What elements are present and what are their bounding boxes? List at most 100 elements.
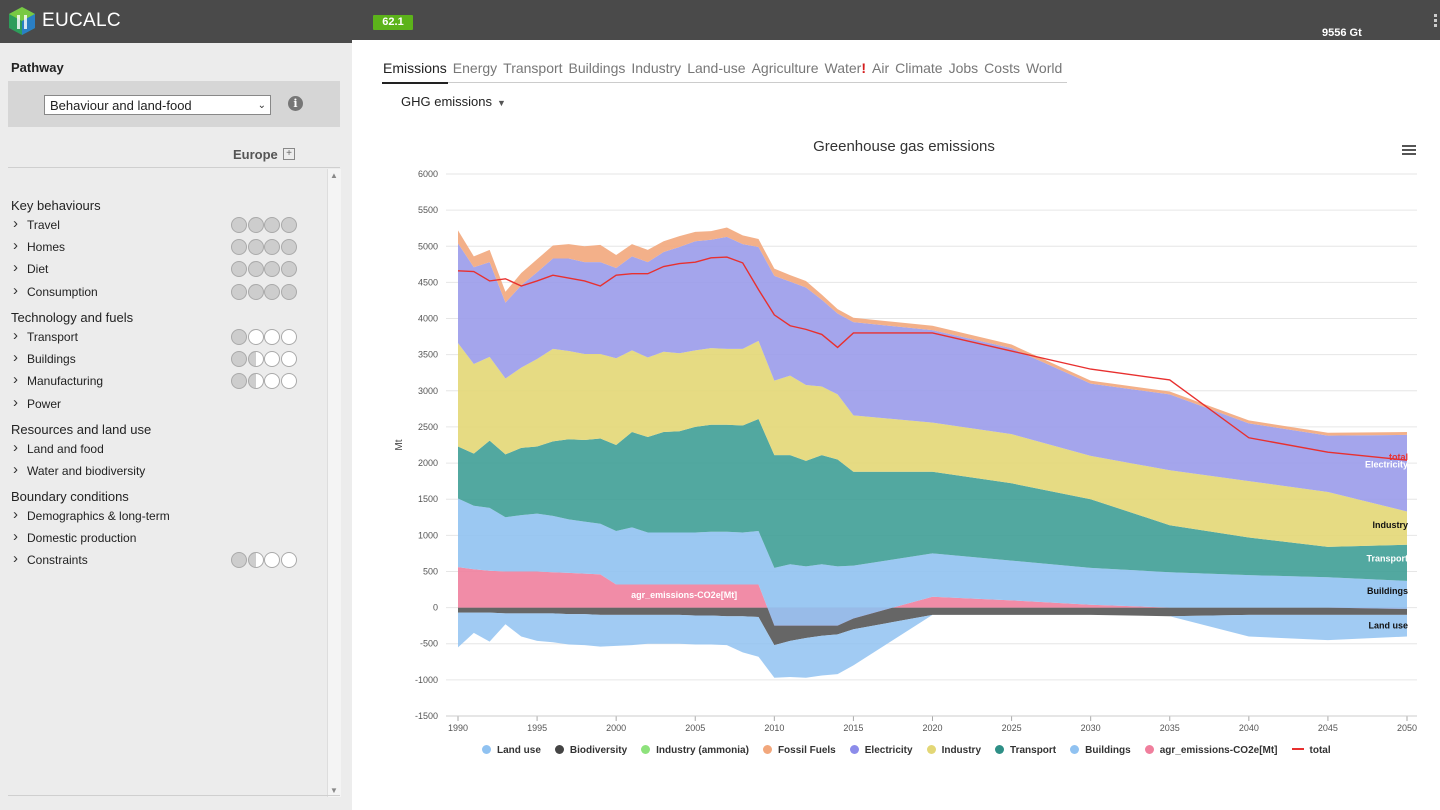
legend-item-buildings[interactable]: Buildings	[1070, 745, 1131, 756]
lever-level-2[interactable]	[247, 351, 264, 368]
tab-transport[interactable]: Transport	[502, 60, 563, 82]
tab-buildings[interactable]: Buildings	[568, 60, 627, 82]
lever-domestic-production[interactable]: › Domestic production	[13, 528, 313, 548]
lever-level-1[interactable]	[231, 217, 247, 233]
lever-demographics-long-term[interactable]: › Demographics & long-term	[13, 506, 313, 526]
tab-world[interactable]: World	[1025, 60, 1063, 82]
tab-energy[interactable]: Energy	[452, 60, 498, 82]
lever-water-and-biodiversity[interactable]: › Water and biodiversity	[13, 461, 313, 481]
legend-item-industry-ammonia[interactable]: Industry (ammonia)	[641, 745, 749, 756]
scroll-down-icon[interactable]: ▼	[330, 786, 338, 795]
legend-item-biodiversity[interactable]: Biodiversity	[554, 745, 627, 756]
lever-level-3[interactable]	[264, 217, 280, 233]
lever-level-selector[interactable]	[231, 261, 301, 279]
area-land-use[interactable]	[458, 612, 1407, 678]
legend-swatch	[1291, 748, 1304, 750]
tab-label: Air	[872, 60, 890, 76]
area-industry[interactable]	[458, 340, 1407, 547]
tab-agriculture[interactable]: Agriculture	[751, 60, 820, 82]
legend-item-land-use[interactable]: Land use	[482, 745, 541, 756]
lever-level-4[interactable]	[280, 217, 297, 233]
lever-level-3[interactable]	[264, 239, 280, 256]
lever-level-2[interactable]	[247, 239, 264, 256]
lever-level-2[interactable]	[247, 373, 264, 390]
lever-level-selector[interactable]	[231, 351, 301, 369]
lever-level-3[interactable]	[264, 283, 280, 300]
sidebar-scrollbar[interactable]: ▲ ▼	[327, 169, 341, 797]
lever-level-2[interactable]	[247, 283, 264, 300]
legend-item-transport[interactable]: Transport	[995, 745, 1056, 756]
lever-level-1[interactable]	[231, 373, 247, 390]
lever-level-3[interactable]	[264, 373, 280, 390]
lever-land-and-food[interactable]: › Land and food	[13, 439, 313, 459]
lever-level-4[interactable]	[280, 552, 297, 569]
lever-level-selector[interactable]	[231, 283, 301, 302]
lever-level-2[interactable]	[247, 217, 264, 233]
lever-level-3[interactable]	[264, 329, 280, 345]
legend-item-agr-emissions-co2e-mt[interactable]: agr_emissions-CO2e[Mt]	[1144, 745, 1278, 756]
x-tick-label: 2030	[1081, 723, 1101, 733]
lever-level-1[interactable]	[231, 283, 247, 300]
lever-homes[interactable]: › Homes	[13, 237, 313, 257]
legend-label: Transport	[1010, 745, 1057, 756]
area-fossil-fuels[interactable]	[458, 227, 1407, 436]
lever-level-4[interactable]	[280, 239, 297, 256]
chart-menu-icon[interactable]	[1402, 145, 1416, 156]
legend-item-electricity[interactable]: Electricity	[849, 745, 913, 756]
lever-travel[interactable]: › Travel	[13, 215, 313, 235]
lever-constraints[interactable]: › Constraints	[13, 550, 313, 570]
lever-level-4[interactable]	[280, 261, 297, 278]
lever-level-3[interactable]	[264, 552, 280, 569]
indicator-dropdown[interactable]: GHG emissions ▼	[401, 94, 506, 109]
lever-consumption[interactable]: › Consumption	[13, 282, 313, 302]
lever-level-3[interactable]	[264, 261, 280, 278]
lever-buildings[interactable]: › Buildings	[13, 349, 313, 369]
tab-emissions[interactable]: Emissions	[382, 60, 448, 84]
lever-level-1[interactable]	[231, 351, 247, 368]
lever-level-4[interactable]	[280, 283, 297, 300]
area-buildings[interactable]	[458, 498, 1407, 626]
line-total[interactable]	[457, 256, 1408, 461]
lever-diet[interactable]: › Diet	[13, 259, 313, 279]
tab-jobs[interactable]: Jobs	[948, 60, 980, 82]
tab-water[interactable]: Water!	[824, 60, 868, 82]
legend-swatch	[554, 745, 564, 754]
lever-manufacturing[interactable]: › Manufacturing	[13, 371, 313, 391]
tab-costs[interactable]: Costs	[983, 60, 1021, 82]
tab-land-use[interactable]: Land-use	[686, 60, 746, 82]
tab-industry[interactable]: Industry	[630, 60, 682, 82]
area-agr-emissions-co2e-mt[interactable]	[458, 567, 1407, 626]
lever-level-1[interactable]	[231, 261, 247, 278]
scroll-up-icon[interactable]: ▲	[330, 171, 338, 180]
lever-level-selector[interactable]	[231, 373, 301, 391]
lever-level-selector[interactable]	[231, 552, 301, 570]
legend-item-fossil-fuels[interactable]: Fossil Fuels	[762, 745, 836, 756]
lever-level-4[interactable]	[280, 373, 297, 390]
lever-level-4[interactable]	[280, 351, 297, 368]
more-menu-icon[interactable]	[1434, 14, 1438, 30]
lever-level-selector[interactable]	[231, 217, 301, 235]
lever-level-1[interactable]	[231, 239, 247, 256]
lever-level-2[interactable]	[247, 552, 264, 569]
lever-level-3[interactable]	[264, 351, 280, 368]
legend-item-total[interactable]: total	[1291, 745, 1331, 756]
x-tick-label: 2045	[1318, 723, 1338, 733]
info-icon[interactable]: i	[288, 96, 303, 111]
area-transport[interactable]	[458, 418, 1407, 581]
lever-level-selector[interactable]	[231, 239, 301, 257]
area-biodiversity[interactable]	[458, 607, 1407, 646]
tab-climate[interactable]: Climate	[894, 60, 943, 82]
lever-level-2[interactable]	[247, 329, 264, 345]
lever-level-selector[interactable]	[231, 329, 301, 347]
legend-item-industry[interactable]: Industry	[926, 745, 981, 756]
expand-region-icon[interactable]: +	[283, 148, 295, 160]
lever-level-2[interactable]	[247, 261, 264, 278]
lever-level-1[interactable]	[231, 329, 247, 345]
lever-transport[interactable]: › Transport	[13, 327, 313, 347]
tab-air[interactable]: Air	[871, 60, 890, 82]
lever-power[interactable]: › Power	[13, 394, 313, 414]
lever-level-1[interactable]	[231, 552, 247, 569]
lever-level-4[interactable]	[280, 329, 297, 345]
area-electricity[interactable]	[458, 236, 1407, 512]
pathway-select[interactable]: Behaviour and land-food ⌄	[44, 95, 271, 115]
